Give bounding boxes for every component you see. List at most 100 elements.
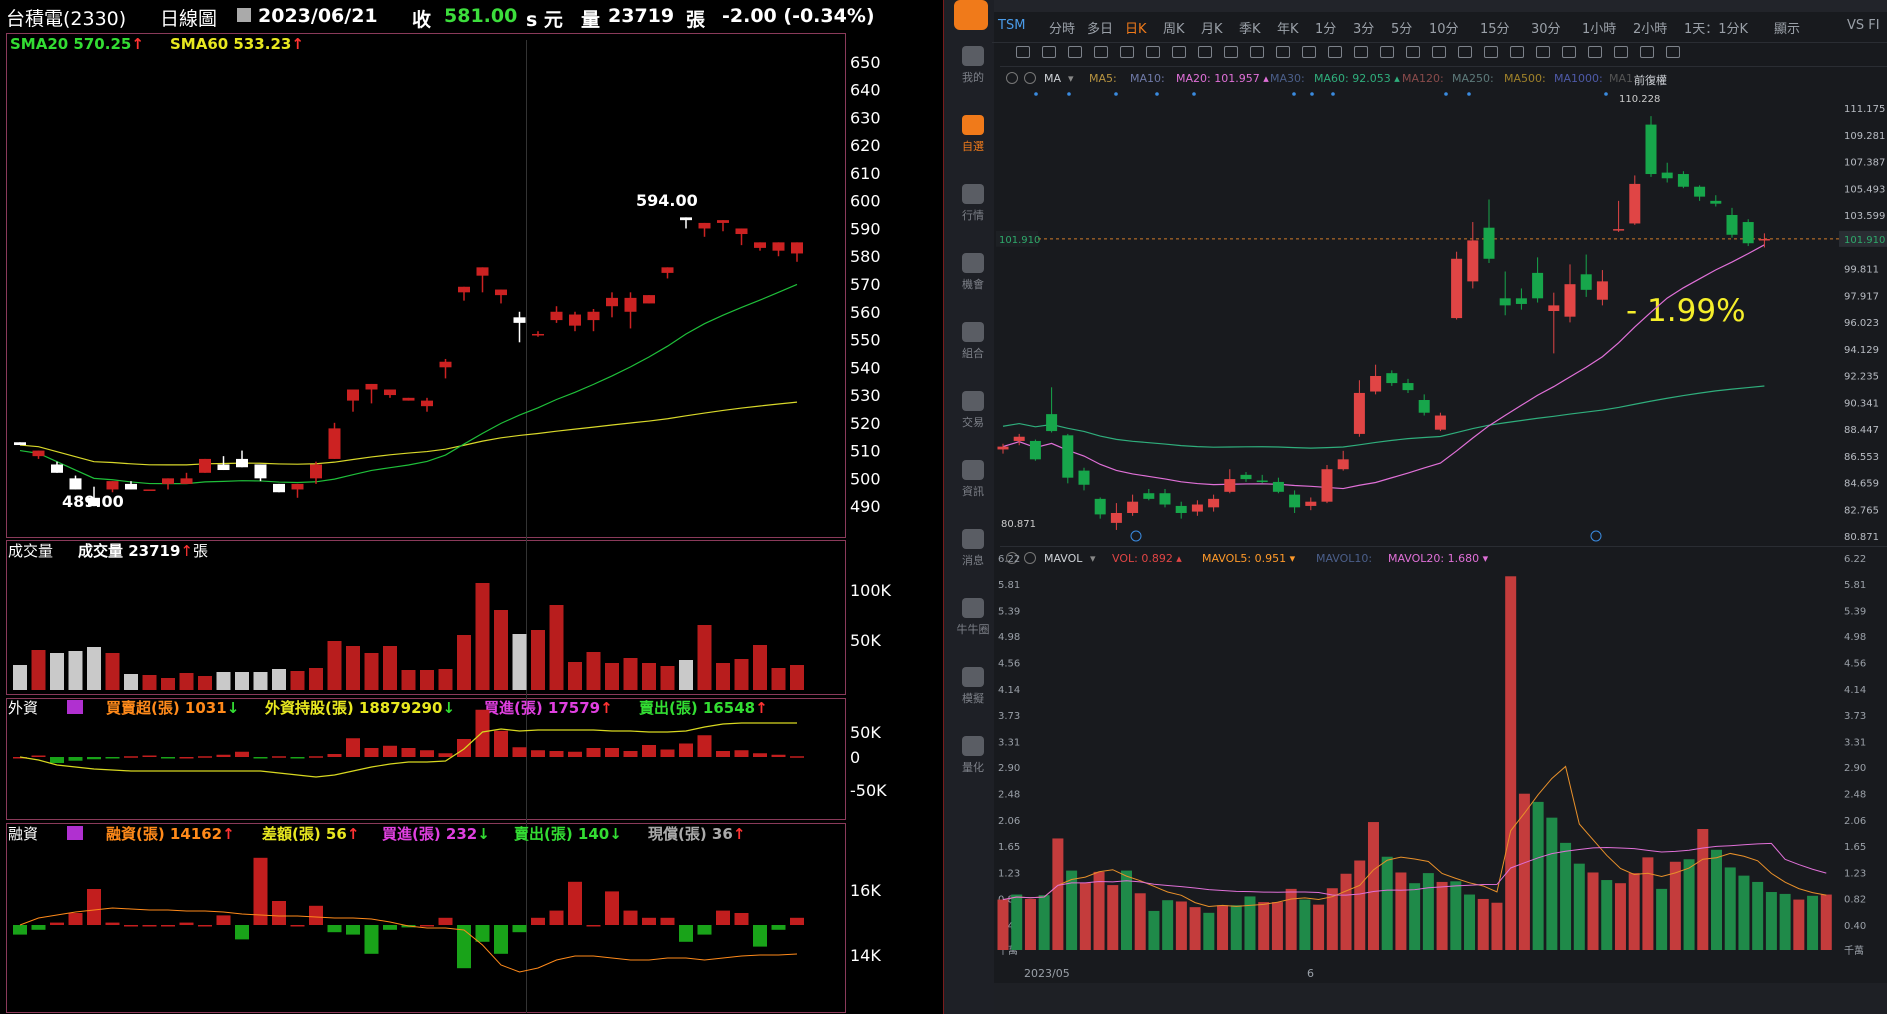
ma500-value: MA500: <box>1504 72 1546 85</box>
navigator-bar[interactable] <box>994 983 1887 1014</box>
left-chart-pane: 台積電(2330) 日線圖 2023/06/21 收 581.00 s 元 量 … <box>0 0 943 1014</box>
volume-bar-right <box>1669 861 1681 950</box>
sidebar-item-watchlist[interactable]: 自選 <box>944 115 1002 154</box>
ma-selector[interactable]: MA <box>1044 72 1062 85</box>
list-icon-2[interactable] <box>67 826 83 840</box>
foreign-bar <box>68 757 83 761</box>
drawing-tool-icon[interactable] <box>1640 46 1654 58</box>
drawing-tool-icon[interactable] <box>1172 46 1186 58</box>
tab-14[interactable]: 1小時 <box>1582 22 1617 37</box>
drawing-tool-icon[interactable] <box>1328 46 1342 58</box>
drawing-tool-icon[interactable] <box>1146 46 1160 58</box>
sidebar-item-portfolio[interactable]: 組合 <box>944 322 1002 361</box>
drawing-tool-icon[interactable] <box>1354 46 1368 58</box>
tab-6[interactable]: 季K <box>1239 22 1261 37</box>
tab-0[interactable]: TSM <box>998 18 1026 33</box>
sidebar-item-user[interactable]: 我的 <box>944 46 1002 85</box>
price-candle <box>236 458 248 468</box>
margin-bar <box>475 925 490 942</box>
volume-bar-right <box>1148 910 1160 950</box>
drawing-tool-icon[interactable] <box>1250 46 1264 58</box>
drawing-tool-icon[interactable] <box>1432 46 1446 58</box>
mavol-selector[interactable]: MAVOL <box>1044 552 1083 565</box>
tab-13[interactable]: 30分 <box>1531 22 1561 37</box>
price-axis-tick: 610 <box>850 164 881 183</box>
vs-compare[interactable]: VS FI <box>1847 18 1880 33</box>
volume-axis-tick-right: 4.14 <box>1844 685 1866 696</box>
drawing-tool-icon[interactable] <box>1406 46 1420 58</box>
sidebar-item-simulate[interactable]: 模擬 <box>944 667 1002 706</box>
drawing-tool-icon[interactable] <box>1536 46 1550 58</box>
price-axis-tick-right: 86.553 <box>1844 452 1879 463</box>
sidebar-item-message[interactable]: 消息 <box>944 529 1002 568</box>
drawing-tool-icon[interactable] <box>1458 46 1472 58</box>
close-indicator-icon[interactable] <box>1024 72 1036 84</box>
tab-15[interactable]: 2小時 <box>1633 22 1668 37</box>
tab-16[interactable]: 1天：1分K <box>1684 22 1749 37</box>
margin-axis-tick: 14K <box>850 946 881 965</box>
vol-settings-icon[interactable] <box>1006 552 1018 564</box>
drawing-tool-icon[interactable] <box>1562 46 1576 58</box>
volume-bar-right <box>1079 882 1091 950</box>
tab-3[interactable]: 日K <box>1125 22 1147 37</box>
drawing-tool-icon[interactable] <box>1094 46 1108 58</box>
drawing-tool-icon[interactable] <box>1120 46 1134 58</box>
volume-axis-tick-left: 2.06 <box>998 816 1020 827</box>
quant-icon <box>962 736 984 756</box>
tab-5[interactable]: 月K <box>1201 22 1223 37</box>
sidebar-item-trade[interactable]: 交易 <box>944 391 1002 430</box>
tab-2[interactable]: 多日 <box>1087 22 1114 37</box>
tab-4[interactable]: 周K <box>1163 22 1185 37</box>
price-axis-tick-right: 80.871 <box>1844 532 1879 543</box>
adjust-mode[interactable]: 前復權 <box>1634 74 1667 87</box>
price-candle <box>347 389 359 401</box>
foreign-bar <box>253 757 268 759</box>
drawing-tool-icon[interactable] <box>1224 46 1238 58</box>
drawing-tool-icon[interactable] <box>1510 46 1524 58</box>
drawing-tool-icon[interactable] <box>1042 46 1056 58</box>
price-axis-tick-right: 99.811 <box>1844 265 1879 276</box>
ma250-value: MA250: <box>1452 72 1494 85</box>
volume-bar <box>549 605 564 690</box>
dropdown-icon[interactable] <box>237 8 251 22</box>
tab-7[interactable]: 年K <box>1277 22 1299 37</box>
tab-9[interactable]: 3分 <box>1353 22 1375 37</box>
price-candle <box>606 297 618 307</box>
tab-12[interactable]: 15分 <box>1480 22 1510 37</box>
sidebar-item-market[interactable]: 行情 <box>944 184 1002 223</box>
margin-bar <box>494 925 508 954</box>
drawing-tool-icon[interactable] <box>1614 46 1628 58</box>
drawing-tool-icon[interactable] <box>1276 46 1290 58</box>
drawing-tool-icon[interactable] <box>1068 46 1082 58</box>
volume-bar-right <box>1724 867 1736 950</box>
sidebar-item-opportunity[interactable]: 機會 <box>944 253 1002 292</box>
settings-icon[interactable] <box>1006 72 1018 84</box>
price-candle <box>661 267 674 273</box>
tab-17[interactable]: 顯示 <box>1774 22 1801 37</box>
price-candle-right <box>1240 474 1252 480</box>
drawing-tool-icon[interactable] <box>1588 46 1602 58</box>
drawing-tool-icon[interactable] <box>1016 46 1030 58</box>
volume-bar-right <box>1381 856 1393 950</box>
sidebar-item-label: 行情 <box>962 209 984 222</box>
community-icon <box>962 598 984 618</box>
sidebar-item-community[interactable]: 牛牛圈 <box>944 598 1002 637</box>
tab-10[interactable]: 5分 <box>1391 22 1413 37</box>
tab-1[interactable]: 分時 <box>1049 22 1076 37</box>
price-candle <box>643 295 655 304</box>
price-candle-right <box>1677 174 1689 187</box>
tab-11[interactable]: 10分 <box>1429 22 1459 37</box>
drawing-tool-icon[interactable] <box>1302 46 1316 58</box>
sidebar-item-quant[interactable]: 量化 <box>944 736 1002 775</box>
drawing-tool-icon[interactable] <box>1666 46 1680 58</box>
sidebar-item-news[interactable]: 資訊 <box>944 460 1002 499</box>
chevron-down-icon[interactable]: ▾ <box>1068 72 1074 85</box>
tab-8[interactable]: 1分 <box>1315 22 1337 37</box>
margin-bar <box>531 917 545 925</box>
vol-close-icon[interactable] <box>1024 552 1036 564</box>
drawing-tool-icon[interactable] <box>1484 46 1498 58</box>
drawing-tool-icon[interactable] <box>1198 46 1212 58</box>
drawing-tool-icon[interactable] <box>1380 46 1394 58</box>
list-icon[interactable] <box>67 700 83 714</box>
vol-chevron-down-icon[interactable]: ▾ <box>1090 552 1096 565</box>
